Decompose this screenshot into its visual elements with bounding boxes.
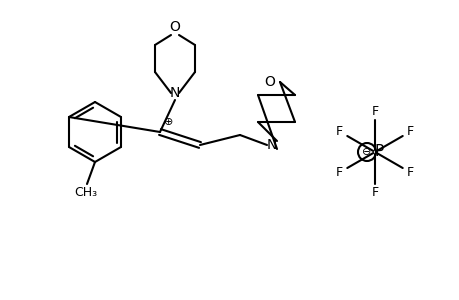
Text: CH₃: CH₃ <box>74 187 97 200</box>
Text: O: O <box>169 20 180 34</box>
Text: ⊕: ⊕ <box>164 117 174 127</box>
Text: F: F <box>406 125 413 138</box>
Text: F: F <box>370 187 378 200</box>
Text: N: N <box>169 86 180 100</box>
Text: F: F <box>335 125 342 138</box>
Text: P: P <box>374 143 383 158</box>
Text: ⊖: ⊖ <box>362 147 371 157</box>
Text: F: F <box>335 166 342 179</box>
Text: F: F <box>406 166 413 179</box>
Text: O: O <box>264 75 275 89</box>
Text: F: F <box>370 104 378 118</box>
Text: N: N <box>266 138 277 152</box>
